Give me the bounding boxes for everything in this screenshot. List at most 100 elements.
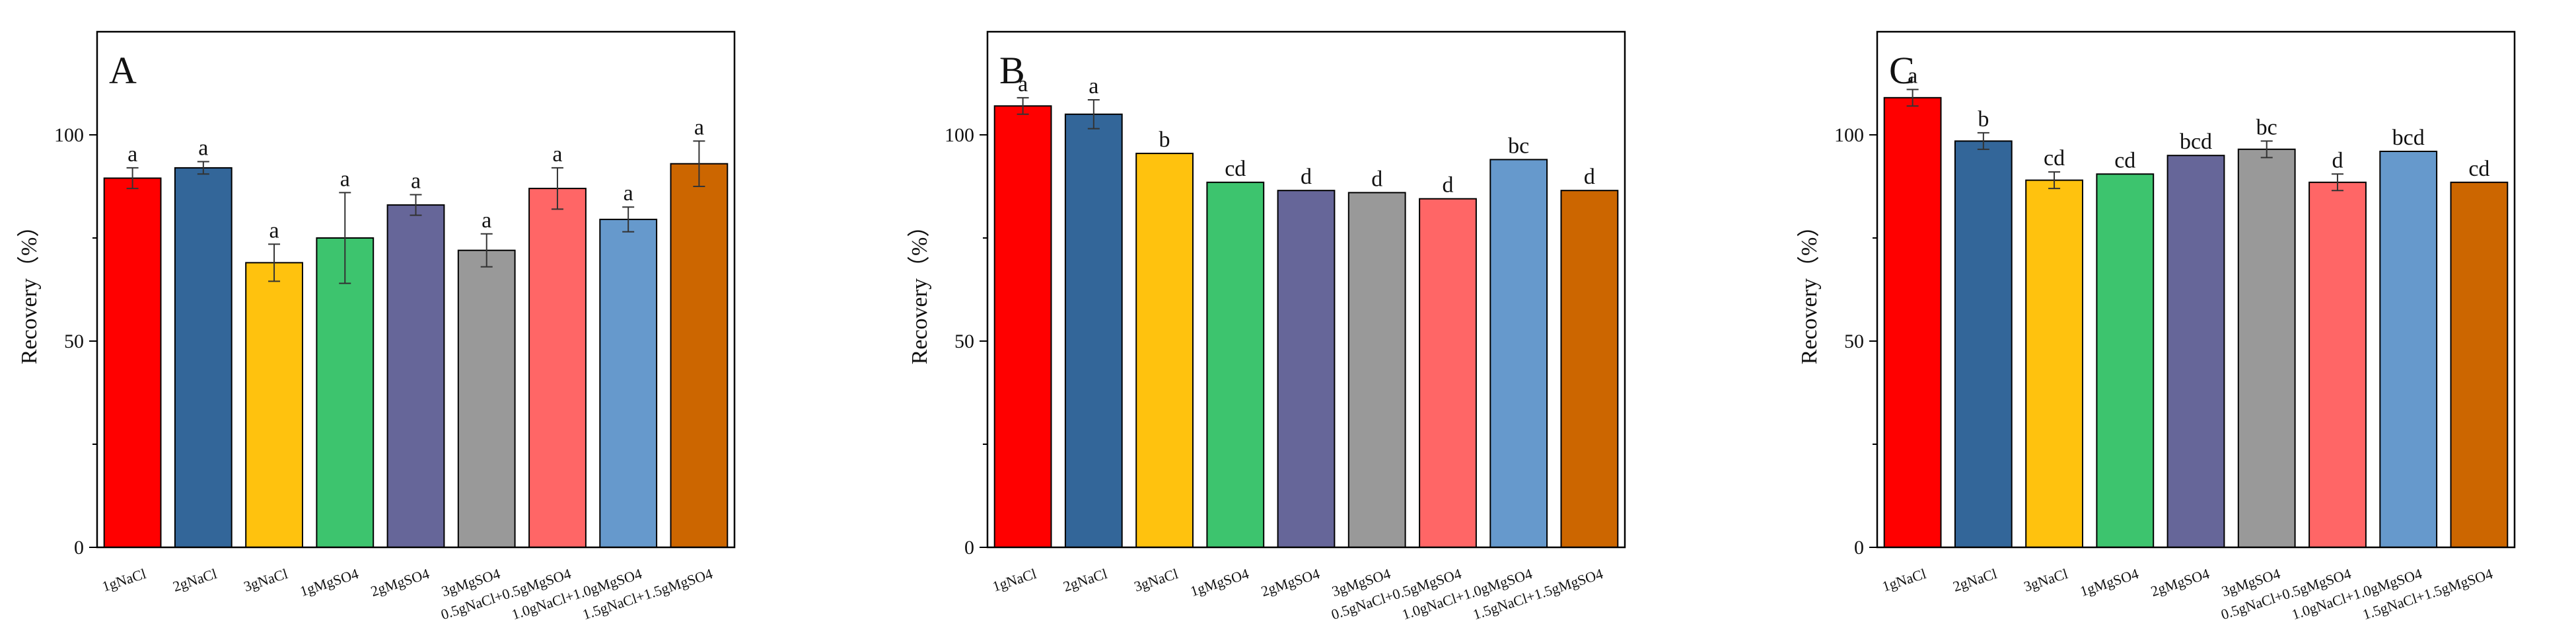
category-label-3: 3gNaCl xyxy=(242,565,290,595)
y-tick-label: 0 xyxy=(964,537,974,559)
plot-frame xyxy=(1876,30,2516,549)
chart-panel-C: a 1gNaCl b 2gNaCl cd 3gNaCl cd 1gMgSO4 bcd 2gMgSO… xyxy=(1797,30,2516,623)
significance-letter-1: a xyxy=(127,142,137,167)
bar-3 xyxy=(2025,179,2083,549)
error-bar-8 xyxy=(622,206,635,233)
bar-1 xyxy=(103,177,162,548)
category-label-3: 3gNaCl xyxy=(2022,565,2070,595)
plot-frame xyxy=(96,30,736,549)
significance-letter-7: a xyxy=(552,142,562,167)
bar-4 xyxy=(316,237,375,548)
bar-8 xyxy=(2379,151,2438,548)
bar-6 xyxy=(457,249,516,548)
significance-letter-5: d xyxy=(1301,165,1312,189)
y-tick-label: 100 xyxy=(1834,124,1864,146)
significance-letter-4: cd xyxy=(1225,157,1246,181)
y-axis-title: Recovery（%） xyxy=(1797,215,1822,365)
category-label-3: 3gNaCl xyxy=(1132,565,1180,595)
y-tick-label: 100 xyxy=(54,124,84,146)
y-tick-label: 100 xyxy=(945,124,974,146)
significance-letter-9: cd xyxy=(2468,157,2489,181)
bar-5 xyxy=(1277,190,1336,548)
panel-label: B xyxy=(999,49,1025,92)
significance-letter-8: bcd xyxy=(2392,126,2425,150)
error-bar-4 xyxy=(339,192,351,284)
bar-5 xyxy=(2166,155,2225,548)
y-axis-title: Recovery（%） xyxy=(907,215,932,365)
bar-8 xyxy=(599,218,658,548)
category-label-1: 1gNaCl xyxy=(1880,565,1928,595)
significance-letter-3: b xyxy=(1159,128,1170,152)
y-tick-label: 50 xyxy=(1844,331,1864,352)
category-label-4: 1gMgSO4 xyxy=(298,565,361,600)
error-bar-6 xyxy=(480,233,493,268)
significance-letter-4: a xyxy=(340,167,350,191)
error-bar-7 xyxy=(2331,173,2343,192)
category-label-1: 1gNaCl xyxy=(100,565,148,595)
significance-letter-5: bcd xyxy=(2180,130,2212,154)
error-bar-5 xyxy=(410,194,422,216)
error-bar-2 xyxy=(1087,98,1100,130)
bar-6 xyxy=(2237,148,2296,549)
y-tick-label: 0 xyxy=(74,537,84,559)
significance-letter-4: cd xyxy=(2114,148,2135,173)
bar-9 xyxy=(1560,190,1619,548)
significance-letter-2: a xyxy=(1089,74,1098,98)
y-axis-title: Recovery（%） xyxy=(17,215,42,365)
category-label-5: 2gMgSO4 xyxy=(2149,565,2211,600)
category-label-4: 1gMgSO4 xyxy=(2078,565,2141,600)
error-bar-2 xyxy=(197,161,209,175)
significance-letter-8: a xyxy=(624,181,633,206)
bar-1 xyxy=(993,105,1052,549)
bar-8 xyxy=(1489,159,1548,548)
panel-label: A xyxy=(109,49,137,92)
significance-letter-6: bc xyxy=(2256,115,2277,139)
bar-2 xyxy=(174,167,233,548)
error-bar-3 xyxy=(268,243,281,282)
error-bar-6 xyxy=(2260,140,2273,159)
significance-letter-9: a xyxy=(694,115,704,139)
error-bar-1 xyxy=(1906,89,1919,107)
bar-9 xyxy=(2450,181,2509,548)
category-label-2: 2gNaCl xyxy=(1951,565,1999,595)
error-bar-1 xyxy=(126,167,139,190)
bar-3 xyxy=(245,262,304,548)
bar-3 xyxy=(1135,153,1194,549)
bar-2 xyxy=(1064,113,1123,549)
error-bar-3 xyxy=(2048,171,2061,190)
category-label-4: 1gMgSO4 xyxy=(1188,565,1251,600)
error-bar-1 xyxy=(1017,97,1029,115)
category-label-1: 1gNaCl xyxy=(990,565,1038,595)
bar-4 xyxy=(1206,181,1265,548)
significance-letter-2: a xyxy=(198,136,208,161)
significance-letter-5: a xyxy=(411,169,421,194)
significance-letter-8: bc xyxy=(1508,134,1529,158)
error-bar-9 xyxy=(693,140,705,187)
significance-letter-6: a xyxy=(482,208,491,233)
category-label-5: 2gMgSO4 xyxy=(1259,565,1322,600)
bar-9 xyxy=(670,163,729,548)
panel-label: C xyxy=(1889,49,1915,92)
category-label-2: 2gNaCl xyxy=(171,565,219,595)
bar-7 xyxy=(2308,181,2367,548)
category-label-2: 2gNaCl xyxy=(1061,565,1110,595)
bar-5 xyxy=(386,204,445,549)
significance-letter-2: b xyxy=(1978,107,1989,132)
y-tick-label: 50 xyxy=(64,331,84,352)
significance-letter-3: cd xyxy=(2044,146,2065,171)
y-tick-label: 50 xyxy=(954,331,974,352)
significance-letter-1: a xyxy=(1908,63,1917,88)
chart-panel-A: a1gNaCla2gNaCla3gNaCla1gMgSO4a2gMgSO4a3g… xyxy=(17,30,736,623)
bar-6 xyxy=(1347,192,1406,548)
significance-letter-6: d xyxy=(1371,167,1382,191)
error-bar-7 xyxy=(551,167,563,210)
significance-letter-7: d xyxy=(1442,173,1453,198)
y-tick-label: 0 xyxy=(1854,537,1864,559)
bar-7 xyxy=(1419,198,1477,548)
category-label-5: 2gMgSO4 xyxy=(369,565,431,600)
significance-letter-9: d xyxy=(1584,165,1595,189)
chart-panel-B: a1gNaCla2gNaClb3gNaClcd1gMgSO4d2gMgSO4d3… xyxy=(907,30,1626,623)
plot-frame xyxy=(986,30,1626,549)
bar-1 xyxy=(1883,97,1942,549)
